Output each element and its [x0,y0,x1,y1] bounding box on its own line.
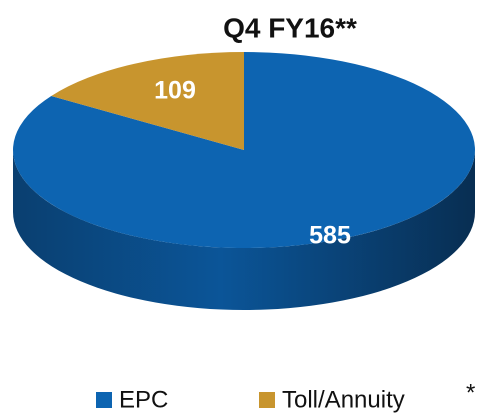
pie-slice [51,52,244,150]
data-label: 585 [309,222,351,250]
legend-swatch [259,392,275,408]
annotation: * [466,379,475,406]
legend-swatch [96,392,112,408]
legend-label: Toll/Annuity [282,386,405,413]
pie-slice [12,52,475,248]
chart-title: Q4 FY16** [223,12,357,43]
pie-side [13,150,475,310]
data-label: 109 [154,77,196,105]
legend-label: EPC [119,386,168,413]
